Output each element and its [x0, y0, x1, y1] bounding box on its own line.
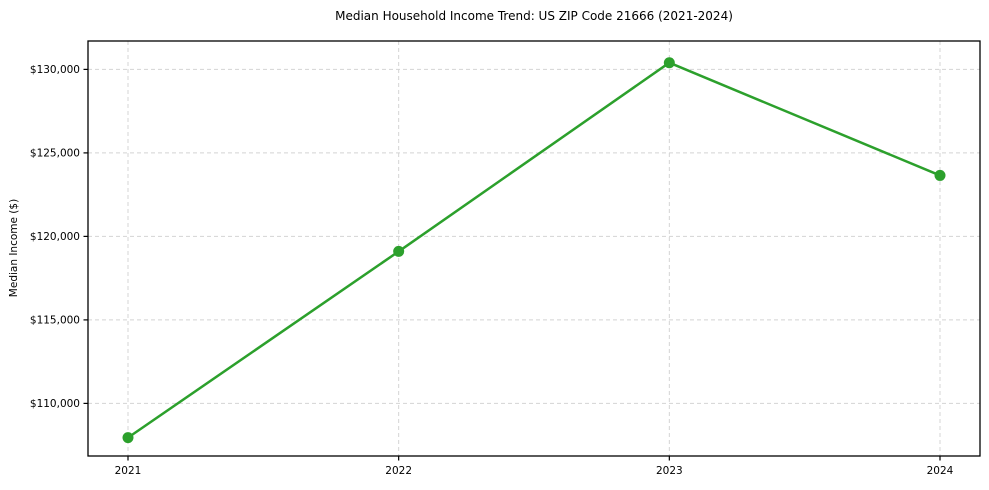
y-tick-label: $120,000 — [30, 231, 80, 243]
data-point — [122, 432, 134, 444]
data-point — [393, 245, 405, 257]
data-point — [934, 169, 946, 181]
x-tick-label: 2023 — [656, 465, 683, 477]
y-tick-label: $115,000 — [30, 314, 80, 326]
data-point — [663, 57, 675, 69]
x-tick-label: 2021 — [115, 465, 142, 477]
y-tick-label: $125,000 — [30, 147, 80, 159]
plot-border — [87, 40, 981, 457]
y-tick-label: $110,000 — [30, 398, 80, 410]
x-tick-label: 2022 — [385, 465, 412, 477]
trend-line — [126, 61, 942, 439]
chart-title: Median Household Income Trend: US ZIP Co… — [335, 9, 733, 23]
y-tick-label: $130,000 — [30, 64, 80, 76]
x-tick-label: 2024 — [927, 465, 954, 477]
